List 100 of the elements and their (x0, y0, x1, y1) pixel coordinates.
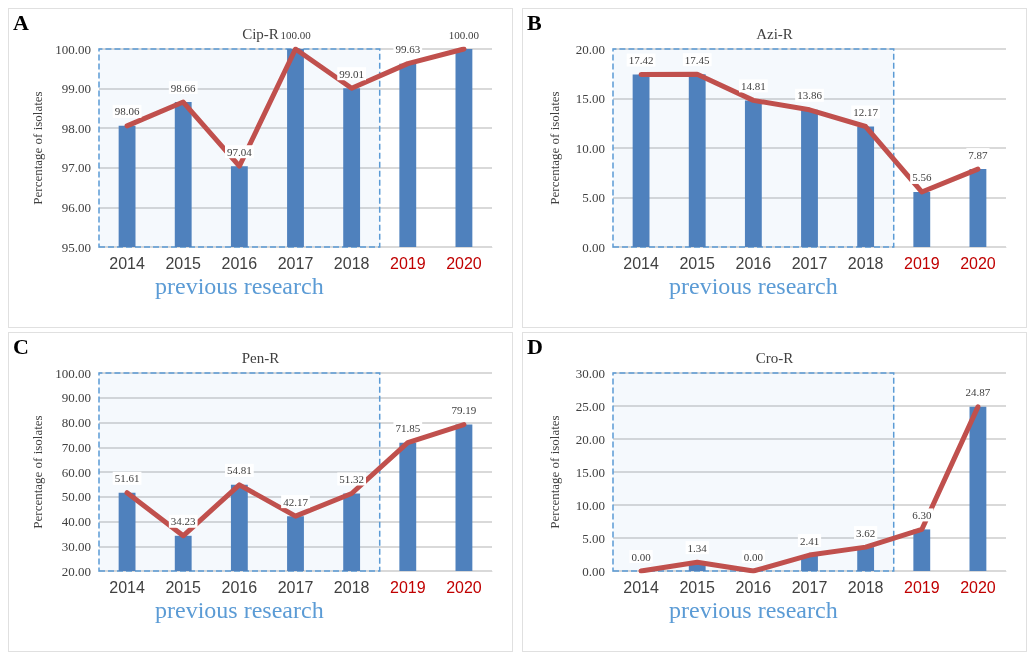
data-label: 7.87 (968, 148, 989, 161)
y-tick-label: 10.00 (575, 497, 605, 513)
data-label: 71.85 (395, 422, 421, 435)
band-label: previous research (155, 272, 324, 299)
y-tick-label: 5.00 (582, 190, 605, 205)
x-tick-label: 2017 (791, 578, 828, 596)
data-label: 17.42 (628, 54, 654, 67)
x-tick-label: 2014 (109, 254, 145, 272)
data-label: 6.30 (912, 508, 932, 521)
y-tick-label: 10.00 (575, 140, 605, 156)
band-label: previous research (669, 272, 838, 299)
chart-title: Pen-R (241, 349, 280, 366)
chart-title: Cro-R (755, 349, 794, 366)
bar (913, 529, 931, 571)
y-axis-title: Percentage of isolates (547, 91, 562, 205)
x-tick-label: 2016 (221, 254, 258, 272)
y-axis-title: Percentage of isolates (30, 415, 46, 529)
x-tick-label: 2015 (165, 578, 202, 596)
x-tick-label: 2015 (679, 578, 716, 596)
x-tick-label: 2015 (165, 254, 202, 272)
data-label: 5.56 (912, 171, 932, 184)
x-tick-label: 2020 (446, 254, 482, 272)
data-label: 17.45 (684, 53, 711, 66)
bar (632, 74, 650, 247)
y-tick-label: 15.00 (575, 464, 605, 480)
y-tick-label: 50.00 (61, 489, 91, 505)
data-label: 1.34 (687, 541, 708, 554)
data-label: 97.04 (226, 145, 253, 158)
x-tick-label: 2020 (960, 254, 996, 272)
x-tick-label: 2014 (109, 578, 145, 596)
y-tick-label: 40.00 (61, 514, 91, 529)
x-tick-label: 2018 (333, 578, 370, 596)
data-label: 54.81 (226, 464, 252, 477)
bar (688, 74, 706, 247)
x-tick-label: 2019 (903, 254, 940, 272)
data-label: 0.00 (631, 550, 652, 563)
y-tick-label: 20.00 (575, 41, 605, 57)
y-tick-label: 100.00 (55, 41, 91, 57)
chart-title: Azi-R (756, 25, 793, 42)
data-label: 34.23 (170, 515, 197, 528)
data-label: 2.41 (799, 534, 820, 547)
y-tick-label: 90.00 (61, 390, 91, 406)
x-tick-label: 2016 (735, 578, 772, 596)
y-tick-label: 80.00 (61, 415, 91, 430)
data-label: 3.62 (856, 526, 876, 539)
x-tick-label: 2016 (735, 254, 772, 272)
y-tick-label: 0.00 (582, 239, 605, 255)
x-tick-label: 2020 (446, 578, 482, 596)
bar (969, 406, 987, 571)
data-label: 42.17 (283, 495, 309, 508)
text: C (13, 333, 29, 359)
y-tick-label: 95.00 (61, 239, 91, 255)
band-label: previous research (155, 596, 324, 623)
bar (801, 109, 818, 247)
text: D (527, 333, 543, 359)
data-label: 100.00 (448, 28, 480, 41)
y-tick-label: 60.00 (61, 464, 91, 480)
text: A (13, 9, 29, 35)
bar (744, 100, 762, 247)
data-label: 13.86 (797, 89, 823, 102)
bar (969, 169, 987, 247)
data-label: 24.87 (965, 386, 991, 399)
y-tick-label: 20.00 (61, 563, 91, 579)
y-tick-label: 25.00 (575, 398, 605, 414)
x-tick-label: 2017 (791, 254, 828, 272)
y-tick-label: 15.00 (575, 91, 605, 106)
x-tick-label: 2020 (960, 578, 996, 596)
y-tick-label: 96.00 (61, 199, 91, 215)
data-label: 98.66 (170, 81, 197, 94)
data-label: 100.00 (280, 28, 312, 41)
data-label: 98.06 (114, 105, 140, 118)
y-tick-label: 97.00 (61, 160, 91, 176)
data-label: 79.19 (451, 404, 477, 416)
y-tick-label: 100.00 (55, 365, 91, 381)
data-label: 51.61 (114, 472, 140, 485)
x-tick-label: 2018 (847, 578, 884, 596)
band-label: previous research (669, 596, 838, 623)
y-axis-title: Percentage of isolates (30, 91, 46, 205)
x-tick-label: 2018 (847, 254, 884, 272)
x-tick-label: 2014 (623, 254, 659, 272)
data-label: 99.01 (339, 67, 365, 80)
y-tick-label: 70.00 (61, 439, 91, 455)
x-tick-label: 2019 (389, 578, 426, 596)
y-tick-label: 99.00 (61, 81, 91, 97)
y-tick-label: 5.00 (582, 530, 605, 546)
data-label: 14.81 (740, 79, 766, 92)
x-tick-label: 2014 (623, 578, 659, 596)
y-tick-label: 0.00 (582, 563, 605, 579)
bar (913, 191, 931, 247)
x-tick-label: 2015 (679, 254, 716, 272)
y-tick-label: 30.00 (61, 538, 91, 554)
x-tick-label: 2017 (277, 254, 314, 272)
data-label: 99.63 (395, 43, 421, 56)
y-tick-label: 20.00 (575, 431, 605, 447)
data-label: 12.17 (853, 106, 879, 119)
x-tick-label: 2016 (221, 578, 258, 596)
bar (857, 126, 875, 247)
y-axis-title: Percentage of isolates (547, 415, 562, 529)
x-tick-label: 2017 (277, 578, 314, 596)
data-label: 0.00 (743, 550, 764, 563)
